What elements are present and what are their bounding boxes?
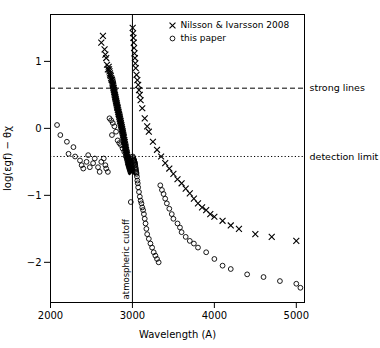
svg-text:−1: −1 — [27, 190, 42, 201]
svg-text:log(εgf) − θχ: log(εgf) − θχ — [2, 126, 13, 191]
svg-text:this paper: this paper — [181, 33, 227, 43]
svg-text:Nilsson & Ivarsson 2008: Nilsson & Ivarsson 2008 — [181, 20, 290, 30]
svg-text:detection limit: detection limit — [310, 151, 379, 162]
svg-text:3000: 3000 — [120, 310, 145, 321]
svg-text:2000: 2000 — [38, 310, 63, 321]
svg-text:4000: 4000 — [202, 310, 227, 321]
svg-text:strong lines: strong lines — [310, 82, 365, 93]
svg-text:1: 1 — [35, 56, 41, 67]
svg-text:Wavelength (A): Wavelength (A) — [139, 329, 216, 340]
svg-text:atmospheric cutoff: atmospheric cutoff — [121, 218, 131, 299]
svg-text:−2: −2 — [27, 257, 42, 268]
svg-text:5000: 5000 — [284, 310, 309, 321]
svg-text:0: 0 — [35, 123, 41, 134]
